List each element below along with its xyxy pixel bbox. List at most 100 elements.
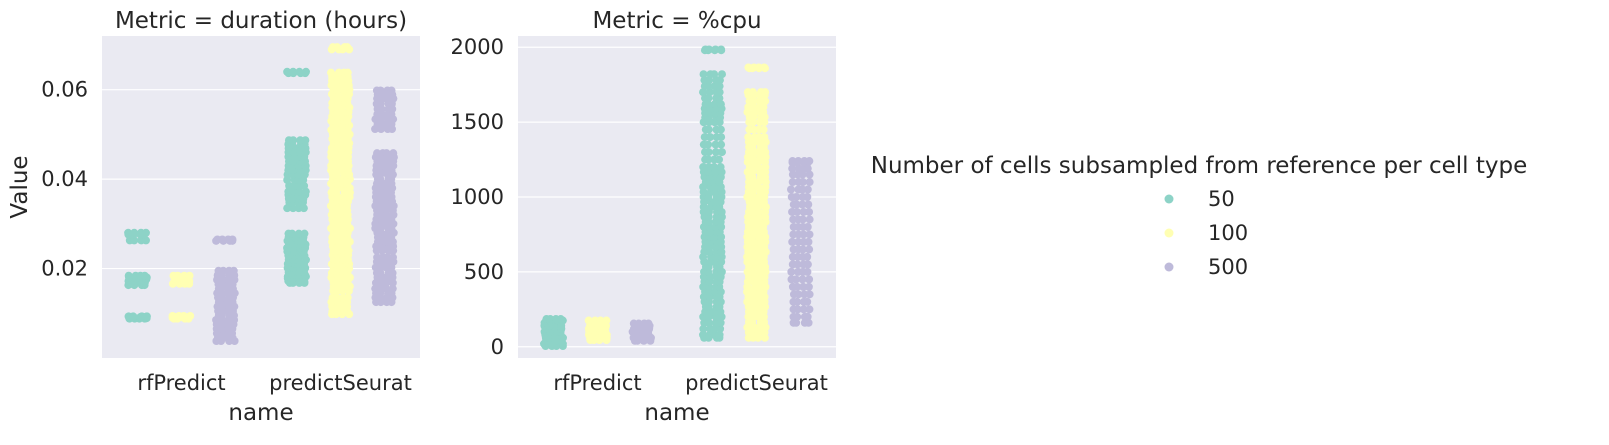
y-tick-label: 0 (491, 335, 504, 359)
data-point (744, 103, 753, 112)
legend-marker (1164, 194, 1174, 204)
data-point (805, 207, 814, 216)
data-point (179, 311, 188, 320)
data-point (803, 185, 812, 194)
data-point (343, 293, 352, 302)
data-point (185, 271, 194, 280)
data-point (799, 282, 808, 291)
data-point (803, 312, 812, 321)
panel-duration: 0.02 0.04 0.06 rfPredict predictSeurat Metr… (7, 8, 420, 426)
data-point (788, 164, 797, 173)
data-point (748, 88, 757, 97)
data-point (343, 43, 352, 52)
data-point (388, 284, 397, 293)
data-point (793, 282, 802, 291)
x-tick-label: predictSeurat (685, 371, 828, 395)
data-point (803, 267, 812, 276)
data-point (343, 68, 352, 77)
x-tick-label: rfPredict (137, 371, 225, 395)
data-point (805, 157, 814, 166)
data-point (793, 260, 802, 269)
data-point (794, 237, 803, 246)
data-point (301, 136, 310, 145)
data-point (228, 235, 237, 244)
data-point (803, 260, 812, 269)
y-tick-label: 0.02 (41, 257, 88, 281)
data-point (792, 193, 801, 201)
data-point (332, 293, 341, 302)
data-point (804, 237, 813, 246)
gridlines (102, 89, 420, 270)
data-point (805, 245, 814, 254)
data-point (798, 275, 807, 284)
data-point (388, 253, 397, 262)
data-points (540, 45, 814, 351)
data-point (715, 330, 724, 339)
data-point (798, 170, 807, 179)
data-point (717, 140, 726, 149)
data-point (715, 88, 724, 97)
legend-label: 50 (1208, 187, 1235, 211)
data-point (130, 236, 139, 245)
data-point (602, 316, 611, 325)
data-point (634, 319, 643, 328)
data-point (546, 315, 555, 324)
data-point (715, 94, 724, 103)
y-tick-labels: 0 500 1000 1500 2000 (451, 35, 504, 359)
data-point (749, 103, 758, 112)
data-point (744, 63, 753, 72)
data-point (803, 222, 812, 231)
legend-label: 100 (1208, 221, 1248, 245)
data-point (805, 230, 814, 239)
data-point (289, 67, 298, 76)
y-tick-labels: 0.02 0.04 0.06 (41, 78, 88, 281)
data-point (129, 312, 138, 321)
data-point (805, 305, 814, 314)
data-point (382, 149, 391, 158)
data-point (717, 70, 726, 79)
data-point (373, 149, 382, 158)
data-point (805, 215, 814, 224)
data-point (295, 187, 304, 196)
y-tick-label: 1500 (451, 110, 504, 134)
data-point (140, 271, 149, 280)
data-point (699, 163, 708, 172)
data-point (716, 125, 725, 134)
data-point (142, 312, 151, 321)
data-point (788, 178, 797, 187)
data-point (218, 235, 227, 244)
data-point (710, 70, 719, 79)
data-point (804, 282, 813, 291)
data-point (699, 70, 708, 79)
data-point (759, 125, 768, 134)
data-point (387, 86, 396, 95)
data-point (749, 97, 758, 106)
x-tick-label: rfPredict (553, 371, 641, 395)
data-point (798, 200, 807, 209)
data-point (744, 133, 753, 142)
data-point (124, 271, 133, 280)
data-point (716, 163, 725, 172)
data-point (711, 148, 720, 157)
data-point (799, 305, 808, 314)
data-point (556, 315, 565, 324)
data-point (124, 228, 133, 237)
data-point (596, 316, 605, 325)
data-point (717, 45, 726, 54)
x-tick-labels: rfPredict predictSeurat (553, 371, 828, 395)
data-point (710, 100, 719, 109)
data-point (717, 133, 726, 142)
y-tick-label: 2000 (451, 35, 504, 59)
data-point (704, 125, 713, 134)
y-tick-label: 1000 (451, 185, 504, 209)
data-point (383, 253, 392, 262)
data-point (382, 284, 391, 293)
data-point (229, 266, 238, 275)
data-point (793, 305, 802, 314)
legend-marker (1164, 228, 1174, 238)
data-point (288, 229, 297, 238)
data-point (704, 148, 713, 157)
data-point (705, 45, 714, 54)
data-point (717, 148, 726, 157)
